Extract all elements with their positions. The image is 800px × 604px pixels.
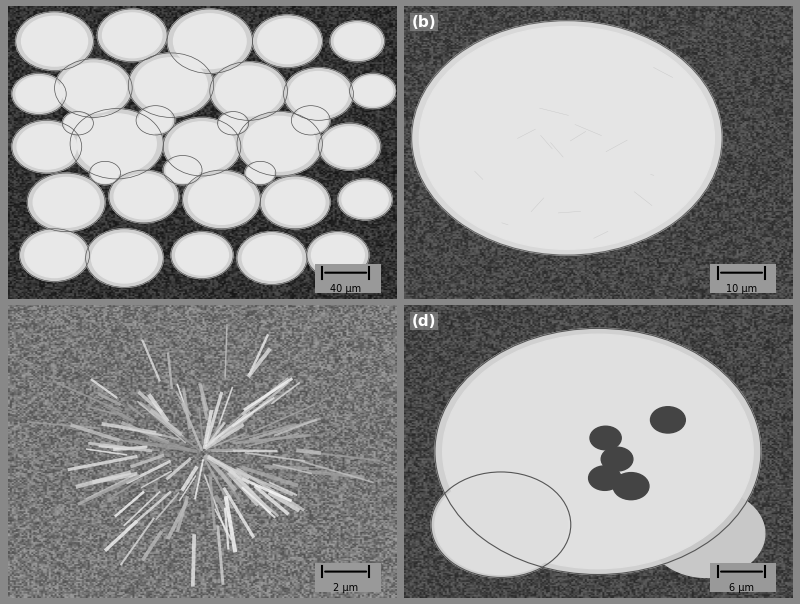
Circle shape <box>412 21 722 255</box>
Circle shape <box>176 235 229 275</box>
Circle shape <box>189 175 254 224</box>
Circle shape <box>102 13 162 58</box>
Circle shape <box>353 76 393 106</box>
Circle shape <box>20 229 90 281</box>
Circle shape <box>139 108 172 133</box>
Circle shape <box>12 120 82 173</box>
Circle shape <box>237 232 307 284</box>
Circle shape <box>134 58 207 112</box>
Circle shape <box>648 489 765 577</box>
Circle shape <box>442 334 753 568</box>
Circle shape <box>283 68 354 120</box>
Circle shape <box>242 236 302 280</box>
Circle shape <box>65 114 91 133</box>
Circle shape <box>114 174 174 219</box>
Circle shape <box>311 235 364 275</box>
Circle shape <box>318 123 381 170</box>
Circle shape <box>216 66 282 116</box>
Circle shape <box>294 108 327 133</box>
Circle shape <box>602 447 633 471</box>
Circle shape <box>17 124 77 169</box>
Text: 40 μm: 40 μm <box>330 284 362 294</box>
Circle shape <box>60 63 126 113</box>
Text: (b): (b) <box>412 15 436 30</box>
Circle shape <box>136 106 175 135</box>
Circle shape <box>27 173 105 232</box>
Circle shape <box>218 112 249 135</box>
Circle shape <box>166 158 199 182</box>
Circle shape <box>163 155 202 185</box>
FancyBboxPatch shape <box>314 563 381 592</box>
Circle shape <box>243 117 316 171</box>
Circle shape <box>98 9 167 62</box>
Circle shape <box>169 122 235 172</box>
Circle shape <box>431 472 570 577</box>
Circle shape <box>171 232 233 278</box>
Circle shape <box>589 466 621 490</box>
Circle shape <box>12 74 66 115</box>
Circle shape <box>260 176 330 229</box>
Circle shape <box>307 232 369 278</box>
Text: 6 μm: 6 μm <box>729 583 754 593</box>
Circle shape <box>86 229 163 288</box>
Circle shape <box>16 77 62 111</box>
Circle shape <box>253 15 322 68</box>
Circle shape <box>245 161 276 185</box>
Circle shape <box>237 112 322 176</box>
Circle shape <box>266 180 325 225</box>
Circle shape <box>323 127 376 167</box>
Circle shape <box>174 14 246 69</box>
Circle shape <box>163 117 241 176</box>
Circle shape <box>34 178 99 227</box>
FancyBboxPatch shape <box>710 264 777 293</box>
Circle shape <box>435 475 567 574</box>
Circle shape <box>167 9 253 74</box>
Circle shape <box>590 426 622 450</box>
Circle shape <box>128 53 214 117</box>
Circle shape <box>210 62 287 120</box>
Circle shape <box>70 109 163 179</box>
Circle shape <box>220 114 246 133</box>
Text: (d): (d) <box>412 313 436 329</box>
Circle shape <box>350 74 396 109</box>
Circle shape <box>338 179 392 220</box>
FancyBboxPatch shape <box>314 264 381 293</box>
Circle shape <box>419 27 714 249</box>
Circle shape <box>77 114 156 174</box>
Circle shape <box>258 19 317 63</box>
Circle shape <box>613 472 649 500</box>
Circle shape <box>182 170 260 229</box>
Circle shape <box>247 163 274 183</box>
Circle shape <box>92 163 118 183</box>
Text: 2 μm: 2 μm <box>333 583 358 593</box>
Circle shape <box>91 233 158 283</box>
Circle shape <box>22 16 87 66</box>
Circle shape <box>291 106 330 135</box>
Circle shape <box>650 406 686 433</box>
Circle shape <box>289 71 348 117</box>
Circle shape <box>25 233 84 277</box>
Text: 10 μm: 10 μm <box>726 284 757 294</box>
Circle shape <box>90 161 121 185</box>
Circle shape <box>342 182 388 217</box>
Circle shape <box>54 59 132 117</box>
Circle shape <box>109 170 178 223</box>
Circle shape <box>16 12 94 71</box>
FancyBboxPatch shape <box>710 563 777 592</box>
Circle shape <box>330 21 385 62</box>
Circle shape <box>334 24 381 59</box>
Circle shape <box>62 112 94 135</box>
Circle shape <box>435 329 761 574</box>
